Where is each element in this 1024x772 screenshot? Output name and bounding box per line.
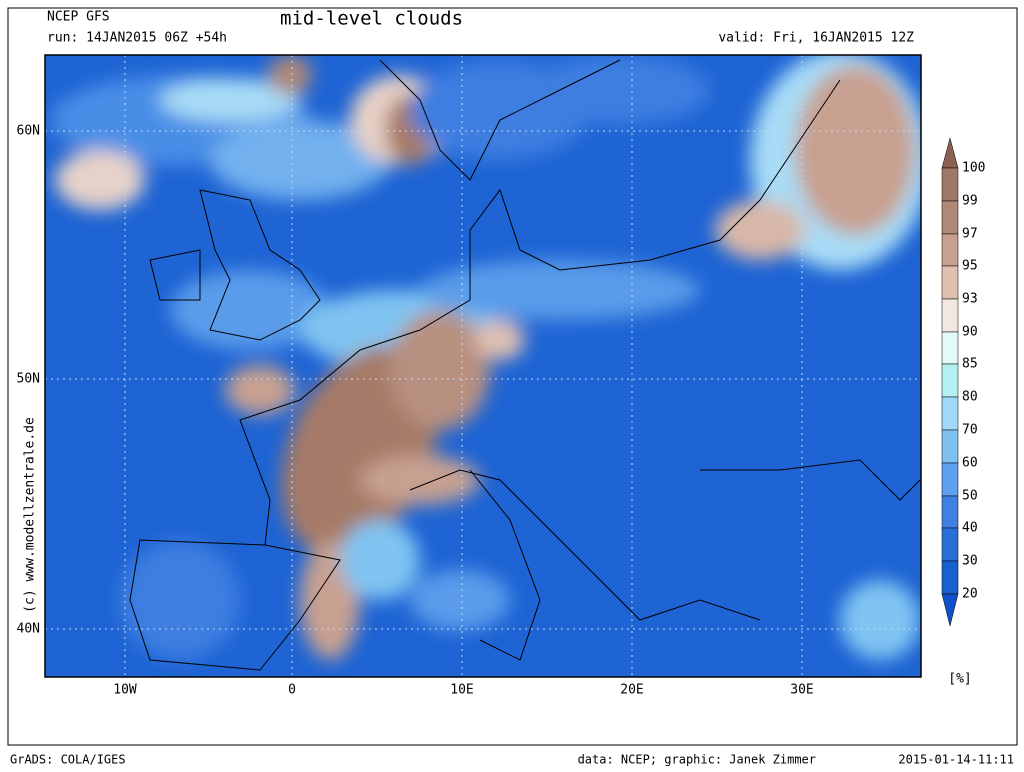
colorbar-label: 70 [962,423,978,438]
timestamp: 2015-01-14-11:11 [898,753,1014,767]
colorbar-unit: [%] [948,672,971,687]
lat-label: 50N [17,372,40,387]
colorbar-label: 95 [962,259,978,274]
colorbar-label: 90 [962,325,978,340]
colorbar-label: 60 [962,456,978,471]
model: NCEP GFS [47,10,110,25]
credit: (c) www.modellzentrale.de [23,417,38,613]
colorbar-label: 40 [962,521,978,536]
map-border [44,54,922,678]
colorbar-label: 99 [962,194,978,209]
source: data: NCEP; graphic: Janek Zimmer [578,753,816,767]
lon-label: 10W [113,683,137,698]
colorbar-label: 100 [962,161,985,176]
colorbar-label: 30 [962,554,978,569]
colorbar-label: 93 [962,292,978,307]
colorbar [941,137,959,627]
lon-label: 10E [450,683,473,698]
grid-lines [45,55,921,677]
title: mid-level clouds [280,8,463,30]
lat-label: 40N [17,622,40,637]
colorbar-label: 20 [962,587,978,602]
valid: valid: Fri, 16JAN2015 12Z [718,31,914,46]
colorbar-label: 97 [962,227,978,242]
lon-label: 20E [620,683,643,698]
colorbar-label: 50 [962,489,978,504]
run: run: 14JAN2015 06Z +54h [47,31,227,46]
colorbar-labels: 100 99 97 95 93 90 85 80 70 60 50 40 30 20 [962,161,985,602]
lon-label: 0 [288,683,296,698]
frame [7,7,1018,746]
software: GrADS: COLA/IGES [10,753,126,767]
lon-label: 30E [790,683,813,698]
cloud-field [45,55,921,677]
colorbar-label: 80 [962,390,978,405]
coastlines [129,59,921,671]
lat-label: 60N [17,124,40,139]
colorbar-label: 85 [962,357,978,372]
